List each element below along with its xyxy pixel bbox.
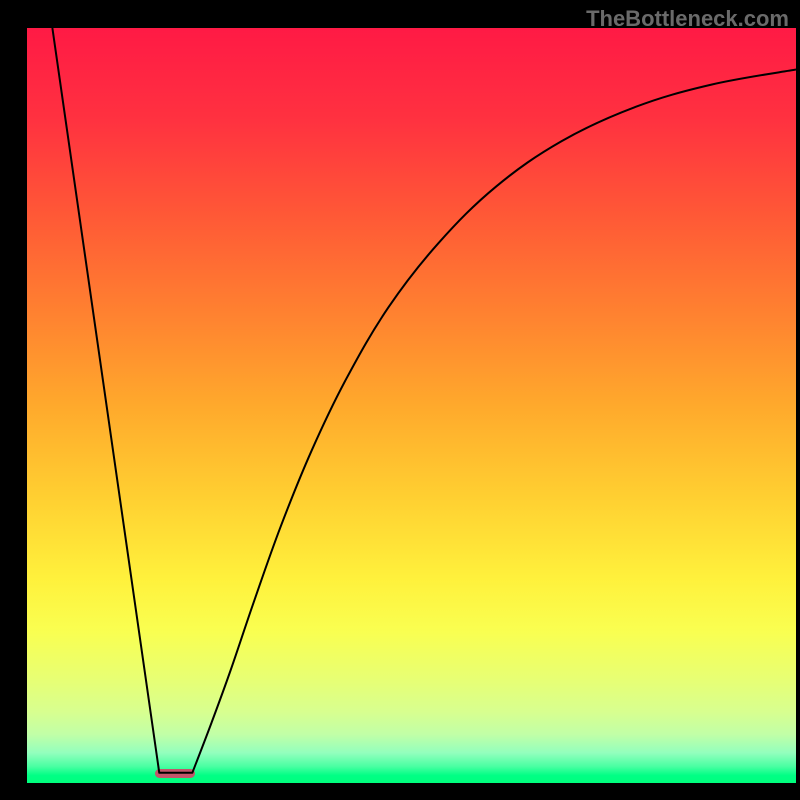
valley-highlight-region xyxy=(155,769,195,778)
plot-area xyxy=(27,28,796,783)
gradient-background xyxy=(27,28,796,783)
chart-container: TheBottleneck.com xyxy=(0,0,800,800)
watermark-text: TheBottleneck.com xyxy=(586,6,789,32)
